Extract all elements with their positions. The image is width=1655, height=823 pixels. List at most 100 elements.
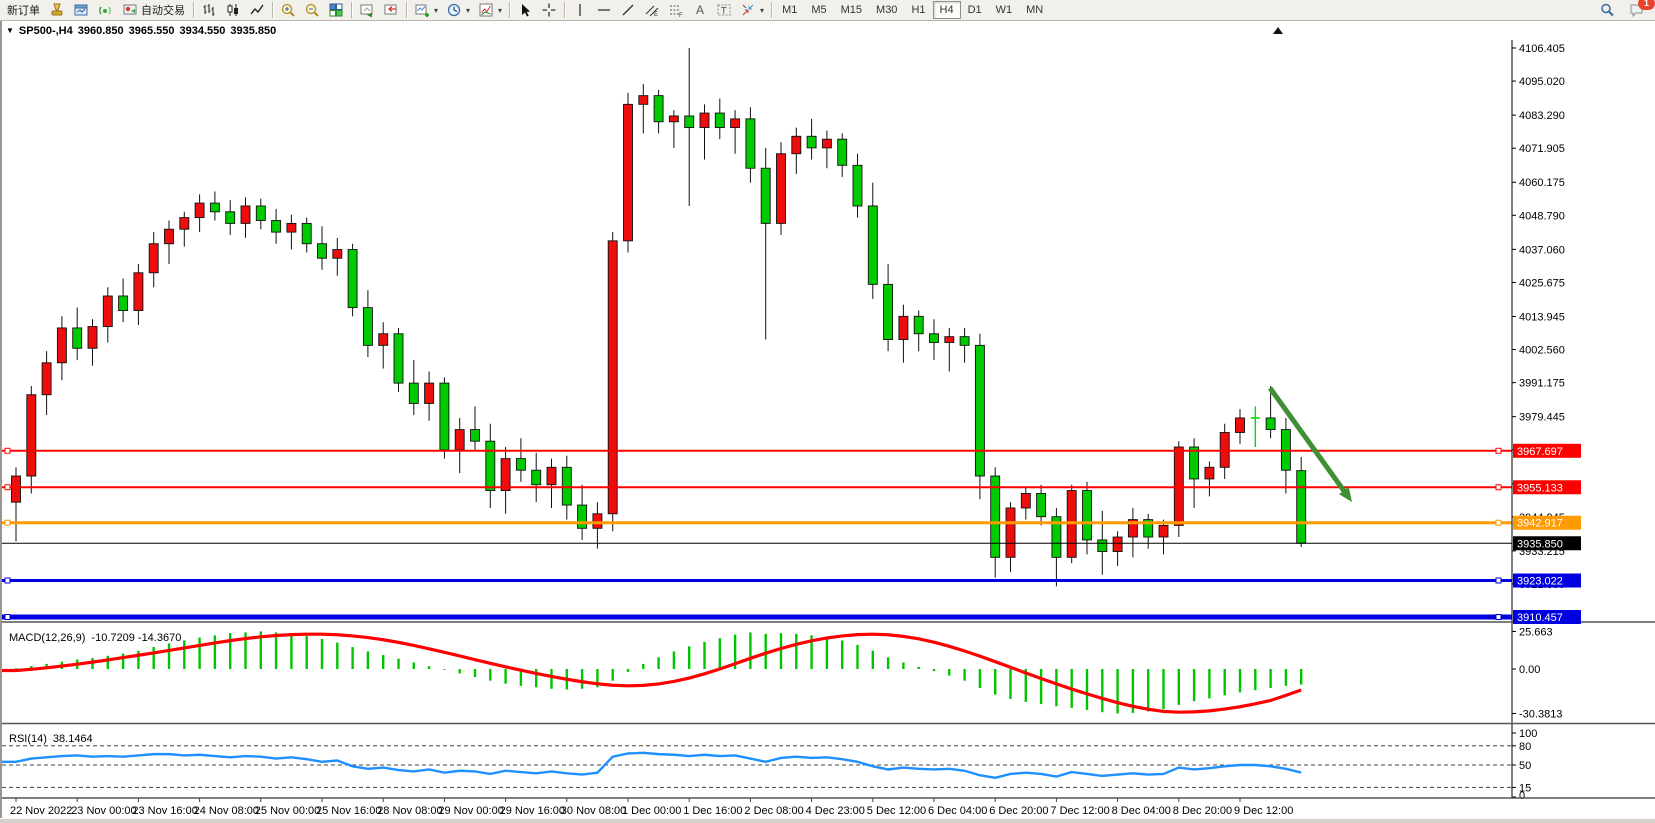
bull-candle <box>454 429 465 451</box>
rsi-axis-label: 100 <box>1519 728 1537 740</box>
price-tag-3935.850: 3935.850 <box>1513 536 1581 551</box>
svg-text:3923.022: 3923.022 <box>1517 576 1563 588</box>
price-tick-label: 4025.675 <box>1519 277 1565 289</box>
toolbar-separator <box>771 2 773 18</box>
bull-candle <box>638 95 649 105</box>
bull-candle <box>791 135 802 155</box>
chevron-down-icon[interactable]: ▾ <box>498 5 503 15</box>
bull-candle <box>1112 536 1123 552</box>
fibonacci-icon[interactable]: F <box>664 1 688 19</box>
time-tick-label: 5 Dec 12:00 <box>867 805 926 817</box>
chevron-down-icon[interactable]: ▾ <box>434 5 439 15</box>
rsi-axis-label: 15 <box>1519 782 1531 794</box>
line-handle <box>1495 484 1502 491</box>
macd-signal-line <box>2 632 1302 714</box>
bull-candle <box>87 326 98 349</box>
bull-candle <box>546 466 557 486</box>
price-tick-label: 4002.560 <box>1519 345 1565 357</box>
equidistant-channel-icon[interactable]: E <box>640 1 664 19</box>
text-icon[interactable]: A <box>688 1 712 19</box>
timeframe-button-mn[interactable]: MN <box>1019 1 1050 19</box>
chevron-down-icon[interactable]: ▾ <box>760 5 765 15</box>
price-tick-label: 4083.290 <box>1519 110 1565 122</box>
toolbar-separator <box>272 2 273 18</box>
svg-text:3942.917: 3942.917 <box>1517 518 1563 530</box>
new-order-button-label: 新订单 <box>7 5 40 17</box>
line-chart-icon[interactable] <box>245 1 269 19</box>
rsi-axis-label: 50 <box>1519 760 1531 772</box>
trendline-icon[interactable] <box>616 1 640 19</box>
bull-candle <box>148 243 159 274</box>
time-tick-label: 8 Dec 20:00 <box>1173 805 1232 817</box>
chart-shift-marker-icon[interactable] <box>1273 27 1283 34</box>
timeframe-button-h1[interactable]: H1 <box>904 1 932 19</box>
macd-indicator-label: MACD(12,26,9) -10.7209 -14.3670 <box>9 632 182 644</box>
vertical-line-icon[interactable] <box>568 1 592 19</box>
price-tag-3923.022: 3923.022 <box>1513 573 1581 588</box>
zoom-out-icon[interactable] <box>300 1 324 19</box>
time-tick-label: 30 Nov 08:00 <box>561 805 626 817</box>
timeframe-button-m1[interactable]: M1 <box>775 1 804 19</box>
bear-candle <box>515 458 526 471</box>
line-handle <box>4 484 11 491</box>
timeframe-button-d1[interactable]: D1 <box>961 1 989 19</box>
rsi-axis-label: 80 <box>1519 741 1531 753</box>
price-tag-3955.133: 3955.133 <box>1513 480 1581 495</box>
timeframe-button-m5[interactable]: M5 <box>804 1 833 19</box>
down-arrow-annotation[interactable] <box>1267 386 1352 502</box>
bear-candle <box>485 440 496 492</box>
chevron-down-icon[interactable]: ▾ <box>466 5 471 15</box>
bear-candle <box>255 205 266 221</box>
bull-candle <box>194 202 205 219</box>
timeframe-button-w1[interactable]: W1 <box>989 1 1020 19</box>
cursor-icon[interactable] <box>513 1 537 19</box>
price-level-lines[interactable] <box>2 447 1512 620</box>
tile-windows-icon[interactable] <box>324 1 348 19</box>
bull-candle <box>821 138 832 149</box>
svg-text:A: A <box>696 3 704 17</box>
indicators-icon[interactable]: ▾ <box>410 1 442 19</box>
price-tick-label: 3991.175 <box>1519 378 1565 390</box>
bar-chart-icon[interactable] <box>197 1 221 19</box>
search-icon[interactable] <box>1595 1 1619 19</box>
bull-candle <box>378 333 389 346</box>
market-watch-icon[interactable] <box>69 1 93 19</box>
auto-scroll-icon[interactable] <box>355 1 379 19</box>
bear-candle <box>271 220 282 233</box>
price-tick-label: 4048.790 <box>1519 210 1565 222</box>
candlestick-chart-icon[interactable] <box>221 1 245 19</box>
zoom-in-icon[interactable] <box>276 1 300 19</box>
bear-candle <box>347 249 358 309</box>
bear-candle <box>317 243 327 259</box>
time-tick-label: 1 Dec 00:00 <box>622 805 681 817</box>
timeframe-button-h4[interactable]: H4 <box>932 1 961 19</box>
timeframe-button-m30[interactable]: M30 <box>869 1 904 19</box>
arrows-icon[interactable]: ▾ <box>736 1 768 19</box>
chevron-down-icon[interactable]: ▼ <box>6 26 14 35</box>
periods-icon[interactable]: ▾ <box>442 1 474 19</box>
new-order-button[interactable]: 新订单 <box>2 1 45 19</box>
chart-canvas[interactable]: 4106.405 4095.020 4083.290 4071.905 4060.175… <box>2 37 1655 823</box>
time-tick-label: 22 Nov 2022 <box>10 805 72 817</box>
time-tick-label: 25 Nov 00:00 <box>255 805 320 817</box>
bear-candle <box>806 135 817 149</box>
macd-axis-label: 25.663 <box>1519 626 1553 638</box>
templates-icon[interactable]: ▾ <box>474 1 506 19</box>
chart-shift-icon[interactable] <box>379 1 403 19</box>
crosshair-icon[interactable] <box>537 1 561 19</box>
svg-text:3955.133: 3955.133 <box>1517 482 1563 494</box>
time-tick-label: 25 Nov 16:00 <box>316 805 381 817</box>
timeframe-button-m15[interactable]: M15 <box>834 1 869 19</box>
auto-trading-button[interactable]: 自动交易 <box>117 1 190 19</box>
horizontal-line-icon[interactable] <box>592 1 616 19</box>
time-tick-label: 6 Dec 04:00 <box>928 805 987 817</box>
toolbar-right: 1 <box>1595 0 1655 21</box>
signals-icon[interactable] <box>93 1 117 19</box>
chat-icon[interactable]: 1 <box>1625 0 1655 19</box>
bull-candle <box>1127 519 1138 538</box>
time-tick-label: 8 Dec 04:00 <box>1112 805 1171 817</box>
text-label-icon[interactable]: T <box>712 1 736 19</box>
gold-stamp-icon[interactable] <box>45 1 69 19</box>
bull-candle <box>179 217 190 230</box>
